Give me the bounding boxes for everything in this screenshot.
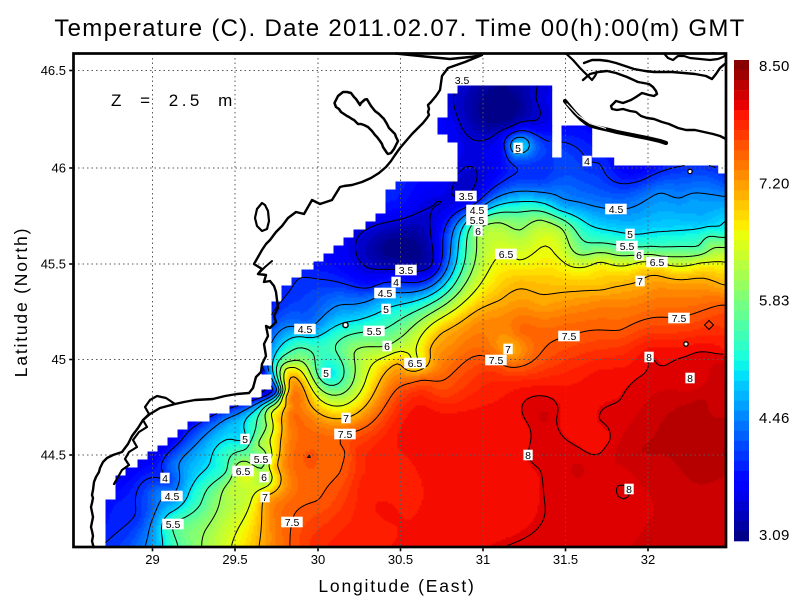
svg-text:5: 5 xyxy=(323,368,329,380)
svg-text:Z = 2.5 m: Z = 2.5 m xyxy=(111,91,236,110)
svg-text:7: 7 xyxy=(637,276,643,288)
svg-text:31: 31 xyxy=(476,552,490,567)
svg-text:4.5: 4.5 xyxy=(298,324,313,336)
svg-text:6.5: 6.5 xyxy=(499,249,514,261)
svg-text:5: 5 xyxy=(627,229,633,241)
svg-text:3.5: 3.5 xyxy=(455,75,470,87)
svg-text:Temperature (C). Date 2011.02.: Temperature (C). Date 2011.02.07. Time 0… xyxy=(54,15,745,42)
svg-text:6.5: 6.5 xyxy=(650,257,665,269)
svg-text:Latitude (North): Latitude (North) xyxy=(11,227,31,377)
svg-text:4.5: 4.5 xyxy=(165,491,180,503)
svg-text:6.5: 6.5 xyxy=(408,358,423,370)
svg-text:7: 7 xyxy=(262,492,268,504)
svg-text:3.5: 3.5 xyxy=(399,265,414,277)
svg-text:6.5: 6.5 xyxy=(236,466,251,478)
svg-text:5.5: 5.5 xyxy=(620,241,635,253)
svg-text:5.5: 5.5 xyxy=(470,215,485,227)
svg-text:8: 8 xyxy=(687,373,693,385)
svg-text:45.5: 45.5 xyxy=(41,257,66,272)
svg-text:7: 7 xyxy=(505,344,511,356)
svg-text:6: 6 xyxy=(384,341,390,353)
svg-text:30.5: 30.5 xyxy=(388,552,413,567)
svg-text:4: 4 xyxy=(162,473,168,485)
svg-text:7: 7 xyxy=(343,413,349,425)
svg-text:5.5: 5.5 xyxy=(367,326,382,338)
svg-text:7.5: 7.5 xyxy=(562,331,577,343)
svg-text:4: 4 xyxy=(584,156,590,168)
svg-text:7.5: 7.5 xyxy=(489,355,504,367)
svg-text:8: 8 xyxy=(525,450,531,462)
svg-text:8: 8 xyxy=(626,484,632,496)
svg-text:3.5: 3.5 xyxy=(459,191,474,203)
svg-text:3.09: 3.09 xyxy=(759,527,790,544)
svg-text:6: 6 xyxy=(475,226,481,238)
svg-text:8: 8 xyxy=(646,352,652,364)
svg-text:4: 4 xyxy=(393,277,399,289)
svg-text:46: 46 xyxy=(52,161,66,176)
svg-text:5.83: 5.83 xyxy=(759,293,790,310)
svg-text:7.5: 7.5 xyxy=(285,517,300,529)
svg-text:4.5: 4.5 xyxy=(470,205,485,217)
svg-text:Longitude (East): Longitude (East) xyxy=(318,576,475,596)
svg-text:32: 32 xyxy=(641,552,655,567)
svg-text:6: 6 xyxy=(261,472,267,484)
svg-text:4.5: 4.5 xyxy=(609,204,624,216)
svg-text:7.5: 7.5 xyxy=(338,429,353,441)
svg-text:8.50: 8.50 xyxy=(759,58,790,75)
svg-text:7.5: 7.5 xyxy=(672,313,687,325)
svg-text:4.5: 4.5 xyxy=(378,288,393,300)
svg-text:5: 5 xyxy=(242,434,248,446)
svg-text:6: 6 xyxy=(636,250,642,262)
svg-text:45: 45 xyxy=(52,352,66,367)
svg-text:46.5: 46.5 xyxy=(41,63,66,78)
svg-text:5: 5 xyxy=(515,143,521,155)
svg-text:31.5: 31.5 xyxy=(553,552,578,567)
svg-text:29.5: 29.5 xyxy=(222,552,247,567)
svg-text:30: 30 xyxy=(311,552,325,567)
svg-text:5: 5 xyxy=(383,304,389,316)
svg-text:44.5: 44.5 xyxy=(41,448,66,463)
svg-text:7.20: 7.20 xyxy=(759,175,790,192)
svg-text:4.46: 4.46 xyxy=(759,410,790,427)
svg-text:5.5: 5.5 xyxy=(254,454,269,466)
svg-text:5.5: 5.5 xyxy=(166,519,181,531)
svg-text:29: 29 xyxy=(145,552,159,567)
